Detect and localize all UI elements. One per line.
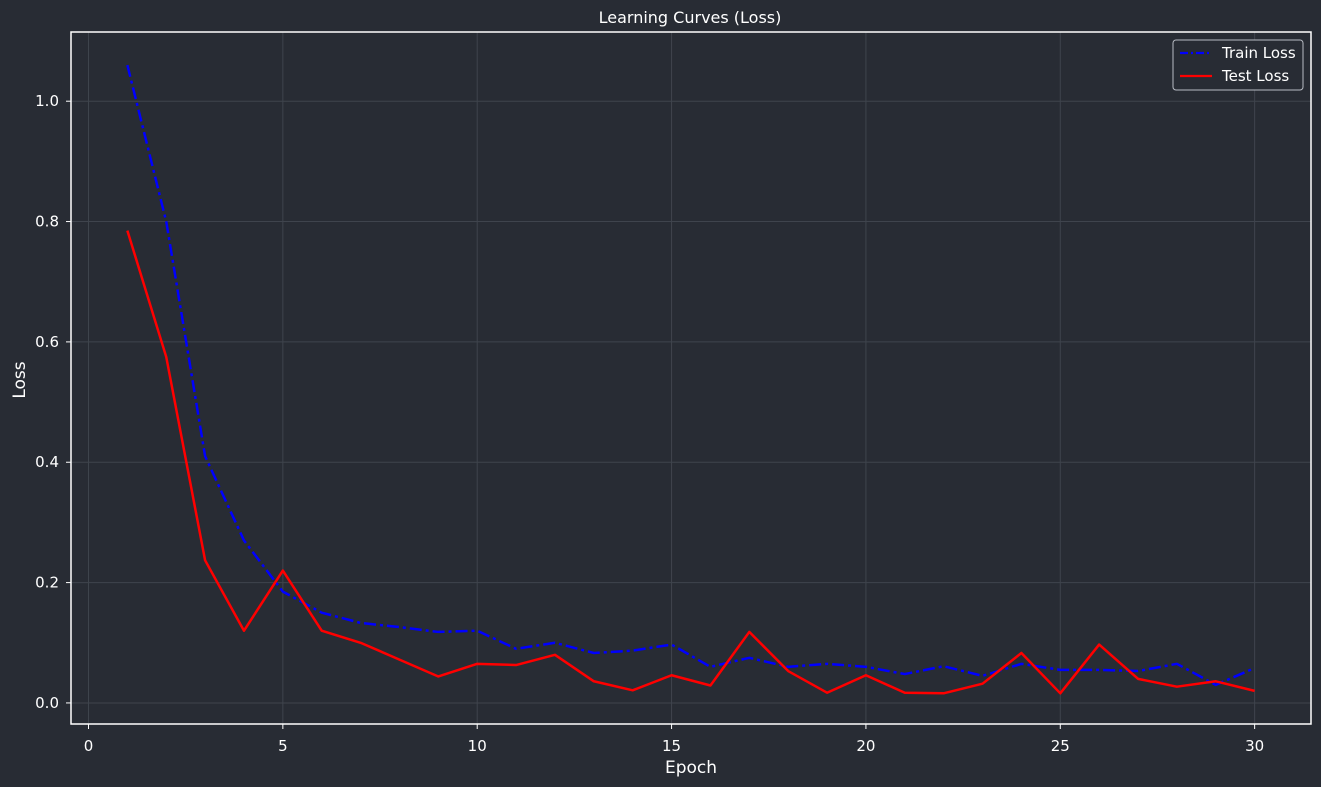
y-axis-ticks: 0.0 0.2 0.4 0.6 0.8 1.0 bbox=[35, 92, 71, 712]
x-tick-label: 15 bbox=[662, 737, 681, 755]
series-layer bbox=[126, 64, 1256, 695]
y-tick-label: 0.2 bbox=[35, 574, 59, 592]
x-tick-label: 25 bbox=[1051, 737, 1070, 755]
y-tick-label: 0.4 bbox=[35, 453, 59, 471]
series-line-test-loss bbox=[126, 230, 1255, 695]
chart-title: Learning Curves (Loss) bbox=[599, 8, 782, 27]
x-tick-label: 20 bbox=[856, 737, 875, 755]
x-axis-label: Epoch bbox=[665, 758, 717, 778]
grid-lines bbox=[71, 32, 1311, 724]
x-axis-ticks: 0 5 10 15 20 25 30 bbox=[84, 724, 1264, 755]
x-tick-label: 30 bbox=[1245, 737, 1264, 755]
legend-label-test-loss: Test Loss bbox=[1221, 67, 1289, 85]
y-tick-label: 1.0 bbox=[35, 92, 59, 110]
y-tick-label: 0.8 bbox=[35, 213, 59, 231]
y-axis-label: Loss bbox=[10, 361, 30, 398]
y-tick-label: 0.0 bbox=[35, 694, 59, 712]
legend: Train Loss Test Loss bbox=[1172, 39, 1304, 91]
x-tick-label: 0 bbox=[84, 737, 94, 755]
plot-frame bbox=[70, 31, 1312, 725]
legend-box bbox=[1172, 39, 1304, 91]
x-tick-label: 5 bbox=[278, 737, 288, 755]
y-tick-label: 0.6 bbox=[35, 333, 59, 351]
x-tick-label: 10 bbox=[468, 737, 487, 755]
legend-label-train-loss: Train Loss bbox=[1221, 44, 1296, 62]
series-line-train-loss bbox=[126, 64, 1256, 687]
